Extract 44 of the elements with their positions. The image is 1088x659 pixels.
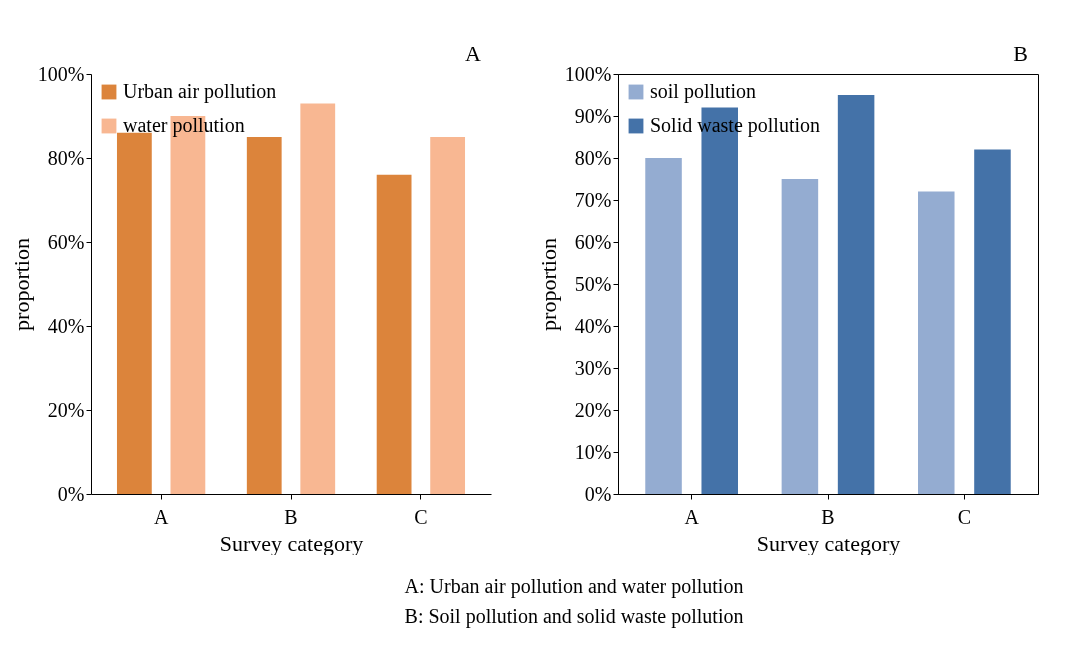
x-tick-label: B [284, 505, 298, 528]
y-tick-label: 20% [47, 398, 85, 421]
bar [645, 158, 682, 494]
text: B [1013, 41, 1028, 66]
x-axis-title: Survey category [219, 530, 364, 556]
y-tick-label: 90% [574, 104, 612, 127]
text: B: Soil pollution and solid waste pollution [403, 604, 745, 630]
y-tick-label: 50% [574, 272, 612, 295]
x-tick-label: C [957, 505, 972, 528]
bar [430, 137, 466, 494]
text: A [465, 41, 482, 66]
y-tick-label: 70% [574, 188, 612, 211]
x-tick-label: C [414, 505, 428, 528]
bar [918, 191, 955, 494]
y-tick-label: 100% [564, 62, 612, 85]
y-tick-label: 0% [584, 482, 612, 505]
legend-label: soil pollution [650, 80, 757, 103]
y-tick-label: 30% [574, 356, 612, 379]
y-tick-label: 0% [57, 482, 85, 505]
y-tick-label: 80% [47, 146, 85, 169]
y-tick-label: 80% [574, 146, 612, 169]
x-tick-label: B [821, 505, 835, 528]
bar [781, 179, 819, 494]
y-tick-label: 20% [574, 398, 612, 421]
x-tick-label: A [684, 505, 700, 528]
bar [837, 95, 875, 494]
y-tick-label: 10% [574, 440, 612, 463]
bar [300, 103, 336, 494]
bar [116, 132, 152, 494]
y-axis-title: proportion [535, 238, 561, 331]
y-tick-label: 40% [574, 314, 612, 337]
bar [974, 149, 1011, 494]
bar [246, 137, 282, 494]
y-axis-title: proportion [8, 238, 34, 331]
text: A: Urban air pollution and water pollution [403, 574, 745, 600]
y-tick-label: 100% [37, 62, 85, 85]
legend-label: Urban air pollution [123, 80, 277, 103]
y-tick-label: 40% [47, 314, 85, 337]
y-tick-label: 60% [47, 230, 85, 253]
bar [376, 174, 412, 494]
x-axis-title: Survey category [756, 530, 901, 556]
y-tick-label: 60% [574, 230, 612, 253]
legend-label: water pollution [123, 114, 245, 137]
x-tick-label: A [153, 505, 169, 528]
